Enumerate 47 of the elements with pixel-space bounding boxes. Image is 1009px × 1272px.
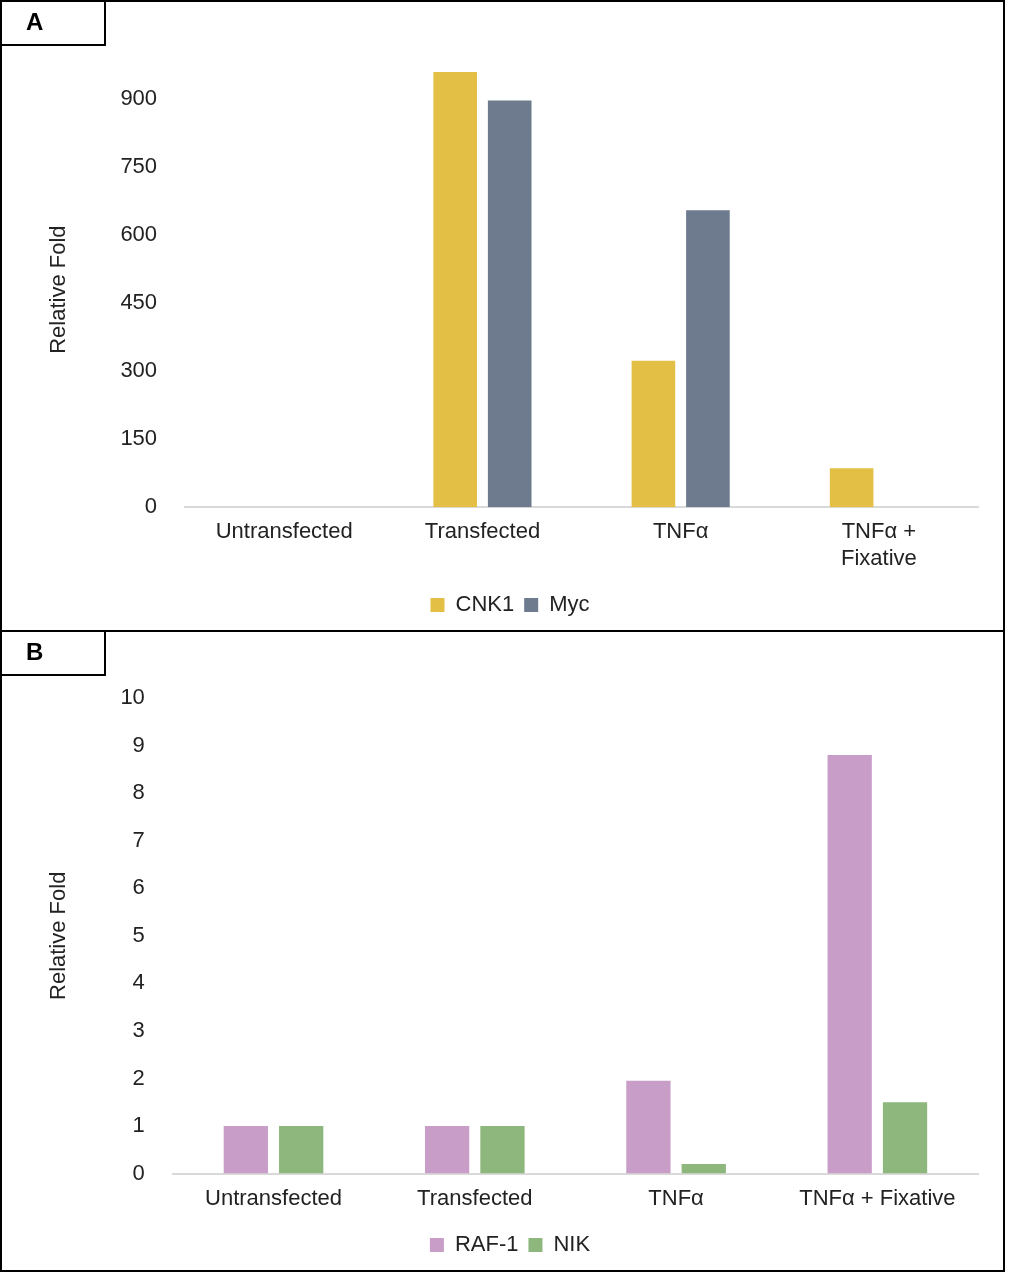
legend-label: NIK <box>553 1231 591 1257</box>
y-tick-label: 750 <box>120 153 158 179</box>
bar <box>626 1080 671 1174</box>
y-tick-label: 6 <box>132 874 145 900</box>
bar <box>681 1164 726 1174</box>
bar <box>487 100 532 508</box>
chart-title: B <box>2 632 106 676</box>
bar <box>829 468 874 508</box>
bar <box>480 1126 525 1174</box>
x-tick-label: Transfected <box>424 518 541 544</box>
legend-label: Myc <box>549 591 590 617</box>
y-tick-label: 600 <box>120 221 158 247</box>
bar <box>882 1102 928 1174</box>
y-tick-label: 900 <box>120 85 158 111</box>
x-tick-label: Transfected <box>417 1184 533 1210</box>
y-tick-label: 150 <box>120 425 158 451</box>
bar <box>424 1126 470 1174</box>
y-tick-label: 3 <box>132 1016 145 1042</box>
y-tick-label: 1 <box>132 1112 145 1138</box>
bar <box>223 1126 268 1174</box>
y-tick-label: 2 <box>132 1064 145 1090</box>
y-tick-label: 8 <box>132 779 145 805</box>
bar <box>686 210 730 508</box>
chart-title: A <box>2 2 106 46</box>
y-tick-label: 0 <box>144 493 158 519</box>
y-axis-title: Relative Fold <box>45 871 71 1000</box>
y-tick-label: 10 <box>120 684 145 710</box>
y-tick-label: 4 <box>132 969 145 995</box>
y-tick-label: 0 <box>132 1159 145 1185</box>
x-tick-label: Untransfected <box>215 518 353 544</box>
y-axis-title: Relative Fold <box>45 225 71 354</box>
y-tick-label: 9 <box>132 731 145 757</box>
bar <box>827 755 872 1174</box>
x-tick-label: Untransfected <box>205 1184 342 1210</box>
bar <box>631 360 676 508</box>
y-tick-label: 5 <box>132 921 145 947</box>
x-tick-label: TNFα + Fixative <box>840 518 917 570</box>
legend-label: CNK1 <box>455 591 515 617</box>
bar <box>279 1126 324 1174</box>
y-tick-label: 7 <box>132 826 145 852</box>
bar <box>433 72 477 508</box>
x-tick-label: TNFα <box>648 1184 705 1210</box>
x-tick-label: TNFα + Fixative <box>799 1184 956 1210</box>
legend-label: RAF-1 <box>454 1231 519 1257</box>
y-tick-label: 300 <box>120 357 158 383</box>
x-tick-label: TNFα <box>652 518 709 544</box>
y-tick-label: 450 <box>120 289 158 315</box>
